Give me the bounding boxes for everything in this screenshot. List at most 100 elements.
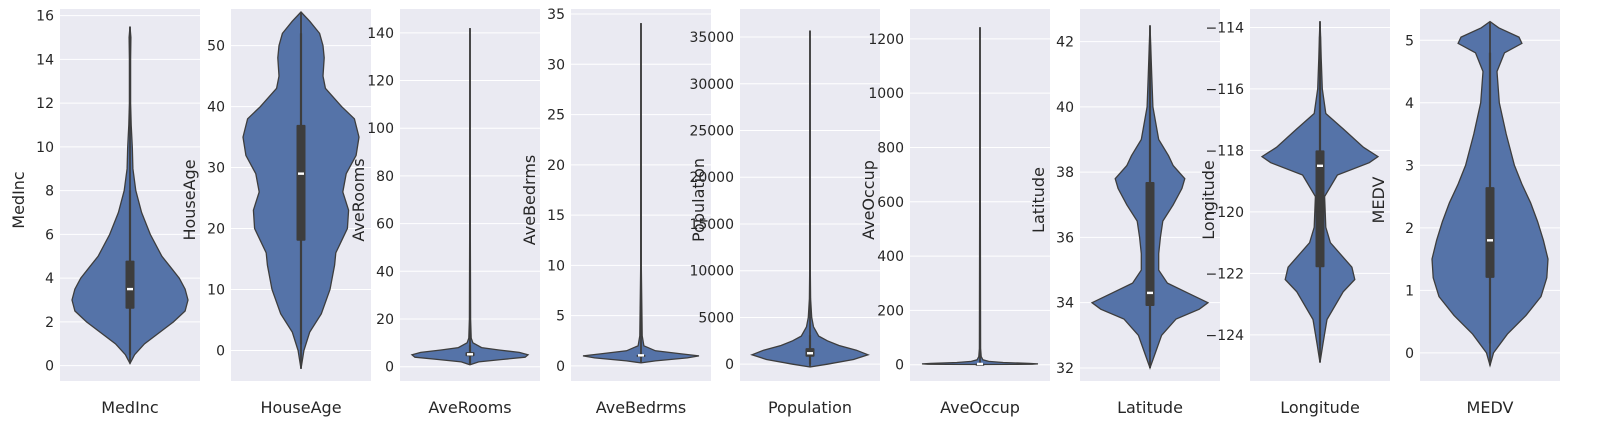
y-tick-label: 36 (1056, 230, 1074, 246)
x-axis-label: Population (768, 398, 852, 417)
y-axis-label: Longitude (1199, 160, 1218, 240)
panel-avebedrms: 0 5 10 15 20 25 30 35 AveBedrms AveBedrms (520, 7, 711, 417)
y-tick-label: 200 (877, 303, 904, 319)
y-tick-label: 20 (376, 312, 394, 328)
median-marker (638, 354, 644, 357)
y-tick-label: 30 (547, 57, 565, 73)
x-axis-label: AveRooms (428, 398, 511, 417)
y-tick-label: −114 (1206, 20, 1245, 36)
x-axis-label: Longitude (1280, 398, 1360, 417)
y-axis-label: Population (689, 158, 708, 242)
iqr-box (1315, 150, 1325, 268)
y-tick-label: 20000 (689, 170, 734, 186)
y-tick-label: 10 (547, 258, 565, 274)
panel-latitude: 32 34 36 38 40 42 Latitude Latitude (1029, 9, 1220, 417)
panel-medinc: 0 2 4 6 8 10 12 14 16 MedInc MedInc (9, 9, 200, 417)
y-tick-label: 5 (1405, 33, 1414, 49)
y-tick-label: 2 (1405, 221, 1414, 237)
y-tick-label: 14 (36, 52, 54, 68)
y-tick-label: 10 (207, 283, 225, 299)
y-tick-label: 2 (45, 315, 54, 331)
y-tick-label: 0 (895, 358, 904, 374)
y-tick-label: 25000 (689, 124, 734, 140)
y-tick-label: 30 (207, 161, 225, 177)
y-tick-label: 15000 (689, 217, 734, 233)
x-axis-label: Latitude (1117, 398, 1183, 417)
y-axis-label: HouseAge (180, 159, 199, 240)
y-tick-label: −122 (1206, 266, 1244, 282)
y-tick-label: 50 (207, 39, 225, 55)
y-tick-label: 1000 (868, 86, 904, 102)
y-tick-label: 140 (367, 26, 394, 42)
panel-averooms: 0 20 40 60 80 100 120 140 AveRooms AveRooms (349, 9, 540, 417)
y-tick-label: 25 (547, 108, 565, 124)
y-tick-label: 40 (207, 100, 225, 116)
y-tick-label: 600 (877, 195, 904, 211)
panel-population: 0 5000 10000 15000 20000 25000 30000 35000 Popul… (689, 9, 880, 417)
y-tick-label: 42 (1056, 35, 1074, 51)
y-axis-label: AveBedrms (520, 155, 539, 246)
panel-longitude: −124 −122 −120 −118 −116 −114 Longitude Longitu… (1199, 9, 1390, 417)
y-axis-label: MEDV (1369, 177, 1388, 224)
x-axis-label: AveOccup (940, 398, 1020, 417)
y-tick-label: 32 (1056, 361, 1074, 377)
median-marker (1317, 164, 1323, 167)
y-axis-label: Latitude (1029, 167, 1048, 233)
x-axis-label: HouseAge (260, 398, 341, 417)
y-tick-label: 12 (36, 96, 54, 112)
y-tick-label: 0 (45, 359, 54, 375)
y-tick-label: −118 (1206, 143, 1244, 159)
y-tick-label: 0 (385, 360, 394, 376)
y-tick-label: 20 (207, 222, 225, 238)
y-tick-label: 40 (376, 264, 394, 280)
y-tick-label: 400 (877, 249, 904, 265)
iqr-box (296, 124, 306, 241)
y-tick-label: 34 (1056, 296, 1074, 312)
y-tick-label: 5000 (698, 310, 734, 326)
y-tick-label: 60 (376, 217, 394, 233)
y-tick-label: 16 (36, 9, 54, 25)
iqr-box (125, 260, 135, 309)
y-tick-label: 0 (556, 359, 565, 375)
y-tick-label: 80 (376, 169, 394, 185)
median-marker (467, 353, 473, 356)
y-axis-label: MedInc (9, 171, 28, 228)
x-axis-label: MEDV (1467, 398, 1514, 417)
median-marker (1487, 239, 1493, 242)
median-marker (807, 352, 813, 355)
y-axis-label: AveOccup (859, 160, 878, 240)
x-axis-label: MedInc (101, 398, 158, 417)
y-tick-label: 38 (1056, 165, 1074, 181)
y-tick-label: −116 (1206, 82, 1245, 98)
panel-houseage: 0 10 20 30 40 50 HouseAge HouseAge (180, 9, 371, 417)
y-tick-label: 1 (1405, 283, 1414, 299)
median-marker (127, 287, 133, 291)
y-tick-label: 40 (1056, 100, 1074, 116)
y-tick-label: 3 (1405, 158, 1414, 174)
y-tick-label: 4 (1405, 96, 1414, 112)
y-tick-label: 8 (45, 184, 54, 200)
y-tick-label: 35000 (689, 30, 734, 46)
y-tick-label: 4 (45, 271, 54, 287)
median-marker (298, 172, 304, 175)
y-tick-label: −124 (1206, 328, 1245, 344)
y-tick-label: 30000 (689, 77, 734, 93)
y-tick-label: 20 (547, 158, 565, 174)
y-tick-label: 1200 (868, 32, 904, 48)
y-tick-label: 6 (45, 227, 54, 243)
median-marker (1147, 291, 1153, 295)
y-axis-label: AveRooms (349, 158, 368, 241)
y-tick-label: 35 (547, 7, 565, 23)
iqr-box (1145, 181, 1155, 306)
panel-medv: 0 1 2 3 4 5 MEDV MEDV (1369, 9, 1560, 417)
y-tick-label: 0 (1405, 346, 1414, 362)
y-tick-label: 100 (367, 121, 394, 137)
y-tick-label: 800 (877, 140, 904, 156)
panel-aveoccup: 0 200 400 600 800 1000 1200 AveOccup AveOccup (859, 9, 1050, 417)
y-tick-label: 0 (216, 344, 225, 360)
iqr-box (1485, 187, 1495, 278)
y-tick-label: 10 (36, 140, 54, 156)
y-tick-label: 10000 (689, 264, 734, 280)
median-marker (977, 362, 983, 366)
